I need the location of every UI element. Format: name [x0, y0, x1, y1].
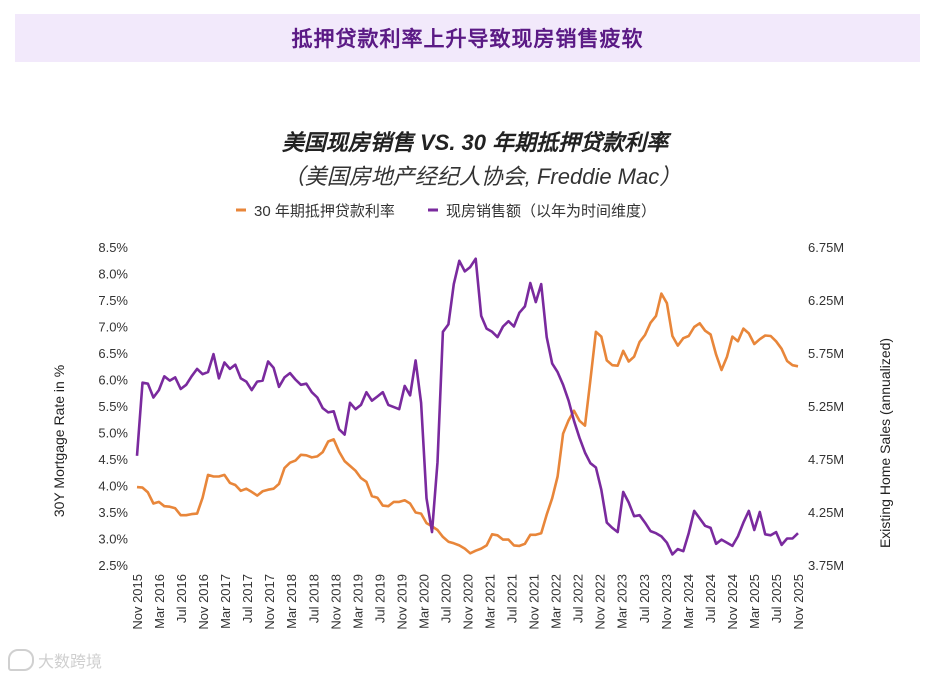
y-tick-label: 6.5% [98, 346, 128, 361]
x-tick-label: Nov 2016 [196, 574, 211, 630]
y-tick-label: 2.5% [98, 558, 128, 573]
x-tick-label: Jul 2016 [174, 574, 189, 623]
x-tick-label: Nov 2025 [791, 574, 806, 630]
legend-label-sales: 现房销售额（以年为时间维度） [446, 203, 656, 220]
y-tick-label: 5.5% [98, 399, 128, 414]
y-tick-label: 7.5% [98, 293, 128, 308]
y2-tick-label: 4.75M [808, 452, 844, 467]
x-tick-label: Nov 2018 [328, 574, 343, 630]
y-tick-label: 4.5% [98, 452, 128, 467]
y2-tick-label: 6.75M [808, 240, 844, 255]
left-axis-ticks: 2.5% 3.0% 3.5% 4.0% 4.5% 5.0% 5.5% 6.0% 6.5% 7.0%… [98, 240, 128, 573]
x-tick-label: Jul 2021 [505, 574, 520, 623]
x-tick-label: Mar 2019 [350, 574, 365, 629]
y-tick-label: 8.0% [98, 267, 128, 282]
x-tick-label: Mar 2024 [681, 574, 696, 629]
y-tick-label: 5.0% [98, 426, 128, 441]
legend-label-rate: 30 年期抵押贷款利率 [254, 203, 395, 220]
y-tick-label: 8.5% [98, 240, 128, 255]
x-tick-label: Mar 2023 [615, 574, 630, 629]
y-tick-label: 3.0% [98, 532, 128, 547]
chart-subtitle: （美国房地产经纪人协会, Freddie Mac） [283, 164, 682, 189]
header-banner: 抵押贷款利率上升导致现房销售疲软 [15, 14, 920, 62]
x-tick-label: Jul 2017 [240, 574, 255, 623]
x-tick-label: Mar 2022 [549, 574, 564, 629]
x-tick-label: Jul 2025 [769, 574, 784, 623]
x-tick-label: Mar 2025 [747, 574, 762, 629]
legend: 30 年期抵押贷款利率 现房销售额（以年为时间维度） [236, 203, 656, 220]
x-tick-label: Nov 2019 [394, 574, 409, 630]
watermark: 大数跨境 [8, 648, 102, 672]
mortgage-rate-line [136, 292, 799, 555]
x-tick-label: Jul 2020 [438, 574, 453, 623]
y-tick-label: 7.0% [98, 320, 128, 335]
x-tick-label: Mar 2016 [152, 574, 167, 629]
home-sales-line [135, 257, 799, 556]
x-tick-label: Mar 2018 [284, 574, 299, 629]
right-axis-ticks: 3.75M 4.25M 4.75M 5.25M 5.75M 6.25M 6.75M [808, 240, 844, 573]
x-tick-label: Jul 2022 [571, 574, 586, 623]
x-tick-label: Mar 2020 [416, 574, 431, 629]
x-tick-label: Nov 2024 [725, 574, 740, 630]
x-tick-label: Nov 2015 [130, 574, 145, 630]
y2-tick-label: 5.75M [808, 346, 844, 361]
x-tick-label: Nov 2021 [527, 574, 542, 630]
y-tick-label: 4.0% [98, 479, 128, 494]
x-tick-label: Jul 2018 [306, 574, 321, 623]
y-tick-label: 6.0% [98, 373, 128, 388]
x-tick-label: Mar 2017 [218, 574, 233, 629]
x-tick-label: Nov 2017 [262, 574, 277, 630]
watermark-text: 大数跨境 [38, 652, 103, 671]
watermark-logo-icon [8, 649, 34, 671]
banner-title: 抵押贷款利率上升导致现房销售疲软 [291, 27, 644, 51]
x-tick-label: Nov 2023 [659, 574, 674, 630]
x-tick-label: Nov 2020 [461, 574, 476, 630]
x-tick-label: Nov 2022 [593, 574, 608, 630]
y2-tick-label: 6.25M [808, 293, 844, 308]
y-tick-label: 3.5% [98, 505, 128, 520]
y2-axis-label: Existing Home Sales (annualized) [877, 338, 893, 548]
x-tick-label: Mar 2021 [483, 574, 498, 629]
chart-title: 美国现房销售 VS. 30 年期抵押贷款利率 [282, 130, 672, 155]
y2-tick-label: 3.75M [808, 558, 844, 573]
x-tick-label: Jul 2024 [703, 574, 718, 623]
x-tick-label: Jul 2019 [372, 574, 387, 623]
y-axis-label: 30Y Mortgage Rate in % [51, 365, 67, 517]
x-axis-ticks: Nov 2015 Mar 2016 Jul 2016 Nov 2016 Mar 2017… [130, 574, 806, 630]
series-group [135, 257, 799, 556]
x-tick-label: Jul 2023 [637, 574, 652, 623]
y2-tick-label: 5.25M [808, 399, 844, 414]
y2-tick-label: 4.25M [808, 505, 844, 520]
